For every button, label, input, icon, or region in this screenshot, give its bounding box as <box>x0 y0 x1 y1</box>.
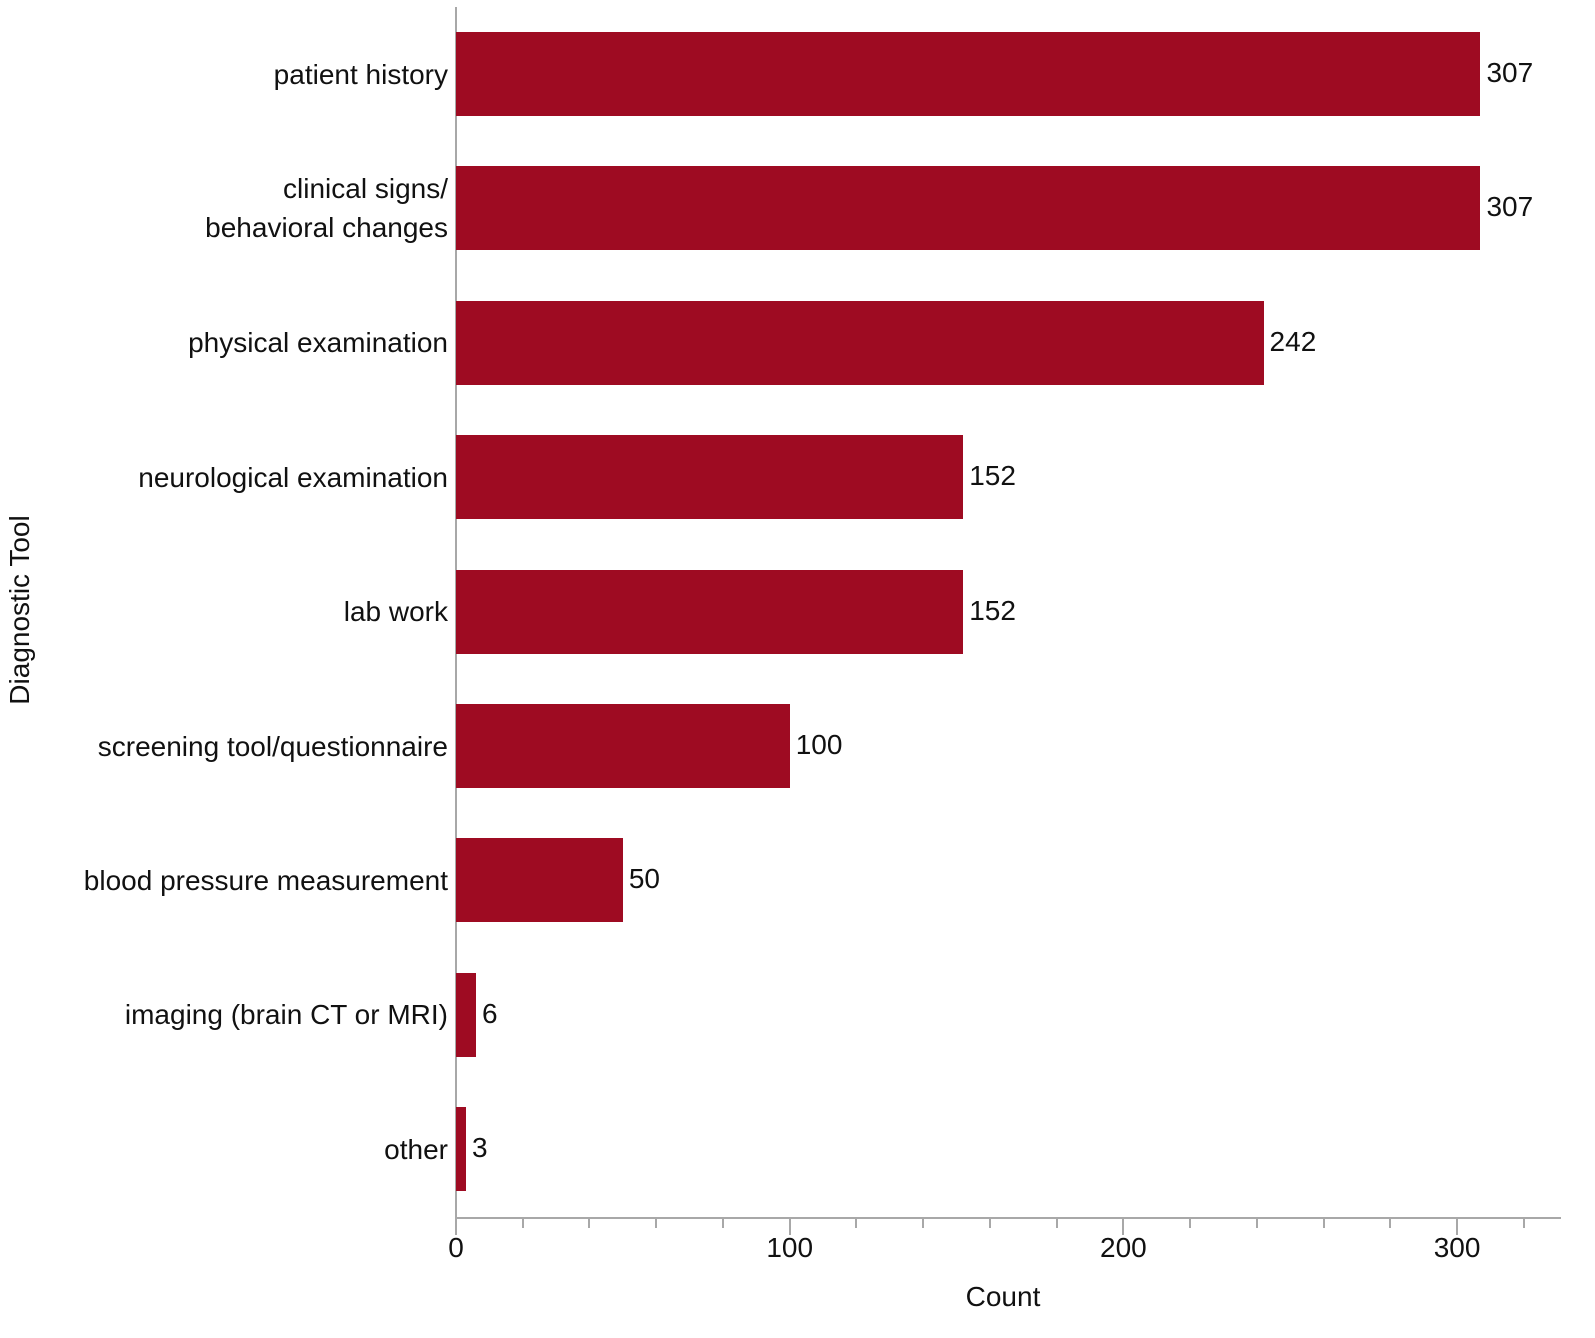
bar <box>456 704 790 788</box>
bar <box>456 166 1481 251</box>
x-tick-label: 200 <box>1100 1232 1147 1263</box>
data-label: 307 <box>1486 191 1534 223</box>
category-label: physical examination <box>188 327 448 359</box>
x-tick <box>521 1219 524 1228</box>
data-label: 307 <box>1486 57 1534 88</box>
data-label: 50 <box>628 863 660 895</box>
x-tick <box>1522 1219 1525 1228</box>
data-label: 152 <box>969 594 1016 626</box>
data-label: 152 <box>969 460 1016 492</box>
category-label: clinical signs/behavioral changes <box>205 173 448 244</box>
x-tick <box>788 1219 791 1235</box>
category-label: patient history <box>273 58 448 90</box>
x-tick <box>1189 1219 1192 1228</box>
x-tick <box>1322 1219 1325 1228</box>
x-axis-line <box>455 1217 1561 1219</box>
x-tick <box>655 1219 658 1228</box>
data-label: 3 <box>472 1132 488 1164</box>
bar <box>456 569 964 654</box>
y-axis-title: Diagnostic Tool <box>4 515 35 705</box>
x-axis-title: Count <box>965 1281 1041 1312</box>
x-tick <box>1122 1219 1125 1235</box>
category-label: screening tool/questionnaire <box>97 730 448 762</box>
bar <box>456 838 623 923</box>
x-tick <box>922 1219 925 1228</box>
bar <box>456 972 477 1057</box>
data-label: 100 <box>795 729 843 760</box>
x-tick <box>455 1219 457 1235</box>
x-tick <box>1456 1219 1459 1235</box>
x-tick <box>988 1219 991 1228</box>
category-label: lab work <box>343 596 448 628</box>
x-tick-label: 0 <box>448 1232 464 1263</box>
bar <box>456 435 964 520</box>
x-tick-label: 100 <box>766 1232 814 1263</box>
bar <box>456 1107 466 1192</box>
bar <box>456 32 1481 116</box>
x-tick <box>721 1219 724 1228</box>
x-tick-label: 300 <box>1433 1232 1481 1263</box>
x-tick <box>1255 1219 1258 1228</box>
data-label: 242 <box>1269 325 1317 357</box>
x-tick <box>855 1219 858 1228</box>
x-tick <box>588 1219 591 1228</box>
x-tick <box>1389 1219 1392 1228</box>
category-label: neurological examination <box>138 461 448 493</box>
category-label: blood pressure measurement <box>83 864 448 896</box>
data-label: 6 <box>482 997 498 1029</box>
bar <box>456 300 1264 385</box>
category-label: imaging (brain CT or MRI) <box>124 999 448 1031</box>
x-tick <box>1055 1219 1058 1228</box>
category-label: other <box>384 1133 448 1165</box>
